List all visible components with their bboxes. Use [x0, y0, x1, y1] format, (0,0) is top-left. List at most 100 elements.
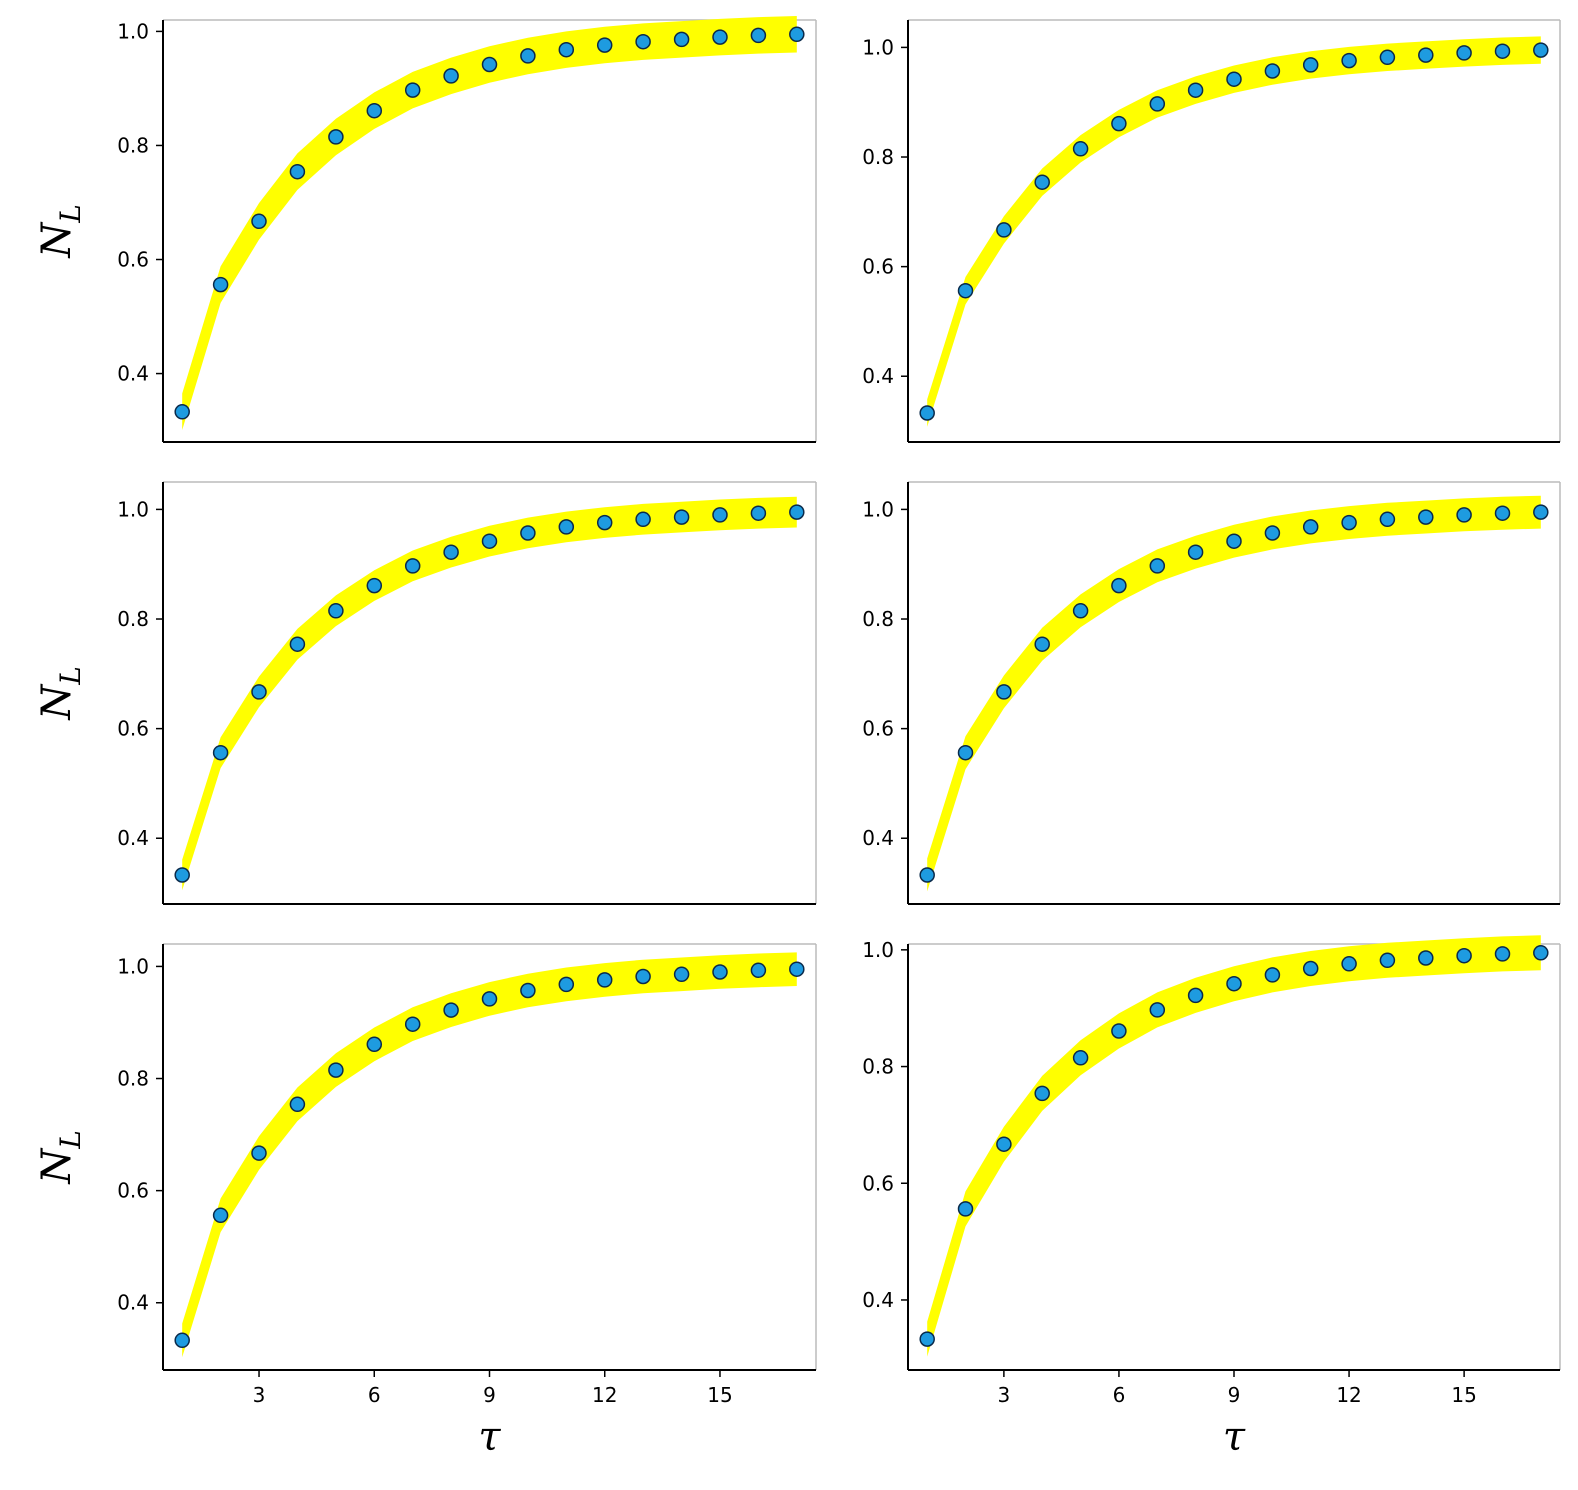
- y-tick-label: 0.6: [862, 255, 894, 279]
- data-point: [673, 966, 690, 983]
- data-point: [919, 1331, 935, 1347]
- data-point: [596, 972, 613, 988]
- y-tick-label: 0.6: [117, 248, 149, 272]
- data-point: [996, 222, 1012, 238]
- data-point: [750, 962, 767, 979]
- data-point: [174, 1332, 190, 1349]
- data-point: [1533, 42, 1549, 58]
- data-point: [1226, 975, 1242, 992]
- data-point: [957, 1201, 974, 1217]
- y-axis-label: NL: [34, 204, 87, 259]
- data-point: [1264, 525, 1281, 541]
- data-point: [289, 163, 306, 180]
- data-point: [558, 519, 575, 535]
- data-point: [635, 33, 651, 50]
- data-point: [1072, 141, 1089, 157]
- x-tick-label: 15: [1451, 1383, 1476, 1407]
- y-axis-label-subscript: L: [54, 1130, 87, 1150]
- x-tick-label: 6: [368, 1383, 381, 1407]
- data-point: [712, 964, 728, 980]
- data-point: [1264, 967, 1281, 983]
- data-point: [1072, 603, 1089, 619]
- data-point: [1456, 507, 1472, 523]
- data-point: [1226, 71, 1242, 87]
- data-point: [289, 636, 306, 652]
- data-point: [174, 867, 190, 883]
- confidence-band: [927, 935, 1541, 1357]
- data-point: [328, 129, 344, 145]
- data-point: [1149, 1002, 1166, 1018]
- data-point: [212, 744, 229, 761]
- data-point: [443, 1002, 459, 1018]
- confidence-band: [182, 16, 797, 430]
- data-point: [1494, 505, 1511, 521]
- y-tick-label: 0.6: [117, 1179, 149, 1203]
- data-point: [1418, 950, 1434, 966]
- data-point: [1341, 956, 1357, 972]
- data-point: [957, 744, 974, 761]
- panel-bottom-left: 0.4 0.6 0.8 1.0 3 6 9 12 15 NL τ: [34, 943, 817, 1460]
- data-point: [1379, 511, 1396, 528]
- data-point: [1379, 49, 1396, 66]
- data-point: [366, 1036, 383, 1053]
- data-point: [1149, 96, 1166, 112]
- data-point: [1456, 947, 1472, 964]
- data-point: [596, 37, 613, 53]
- y-tick-label: 1.0: [862, 35, 894, 59]
- data-point: [1418, 47, 1434, 63]
- data-point: [635, 511, 651, 528]
- data-point: [212, 276, 229, 293]
- data-point: [1494, 946, 1511, 962]
- data-point: [996, 684, 1012, 700]
- y-tick-label: 1.0: [117, 497, 149, 521]
- y-tick-label: 0.6: [117, 717, 149, 741]
- y-tick-label: 0.4: [862, 826, 894, 850]
- data-point: [596, 514, 613, 531]
- data-point: [520, 48, 536, 64]
- data-point: [1379, 952, 1396, 969]
- data-point: [1111, 115, 1127, 132]
- confidence-band: [927, 36, 1541, 427]
- y-tick-label: 0.4: [117, 826, 149, 850]
- data-point: [328, 603, 344, 619]
- data-point: [712, 29, 728, 45]
- panel-top-left: 0.4 0.6 0.8 1.0 NL: [34, 16, 817, 443]
- panel-middle-left: 0.4 0.6 0.8 1.0 NL: [34, 481, 817, 905]
- panel-middle-right: 0.4 0.6 0.8 1.0: [862, 481, 1561, 905]
- data-point: [635, 968, 651, 985]
- data-point: [404, 558, 421, 574]
- y-tick-label: 1.0: [862, 938, 894, 962]
- y-tick-label: 0.8: [862, 145, 894, 169]
- y-axis-label-subscript: L: [54, 666, 87, 686]
- data-point: [1034, 636, 1050, 652]
- data-point: [251, 213, 267, 230]
- data-point: [1456, 45, 1472, 61]
- data-point: [1494, 43, 1511, 59]
- data-point: [789, 26, 805, 43]
- panel-bottom-right: 0.4 0.6 0.8 1.0 3 6 9 12 15 τ: [862, 935, 1561, 1460]
- data-point: [1533, 504, 1549, 520]
- panel-top-right: 0.4 0.6 0.8 1.0: [862, 19, 1561, 443]
- y-tick-label: 0.4: [117, 1291, 149, 1315]
- y-tick-label: 0.4: [862, 1288, 894, 1312]
- data-point: [1264, 63, 1281, 79]
- y-tick-label: 1.0: [862, 497, 894, 521]
- data-point: [1533, 945, 1549, 961]
- y-tick-label: 0.8: [117, 1067, 149, 1091]
- y-tick-label: 0.8: [117, 133, 149, 157]
- y-axis-label: NL: [34, 1130, 87, 1185]
- data-point: [1302, 519, 1319, 535]
- data-point: [1418, 509, 1434, 525]
- data-point: [1072, 1050, 1089, 1066]
- data-point: [1149, 558, 1166, 574]
- y-tick-label: 1.0: [117, 19, 149, 43]
- confidence-band: [927, 495, 1541, 892]
- data-point: [520, 982, 536, 999]
- data-point: [289, 1096, 306, 1113]
- y-axis-label: NL: [34, 666, 87, 721]
- data-point: [1111, 1023, 1127, 1039]
- x-tick-label: 6: [1113, 1383, 1126, 1407]
- x-tick-label: 3: [253, 1383, 266, 1407]
- data-point: [366, 102, 383, 119]
